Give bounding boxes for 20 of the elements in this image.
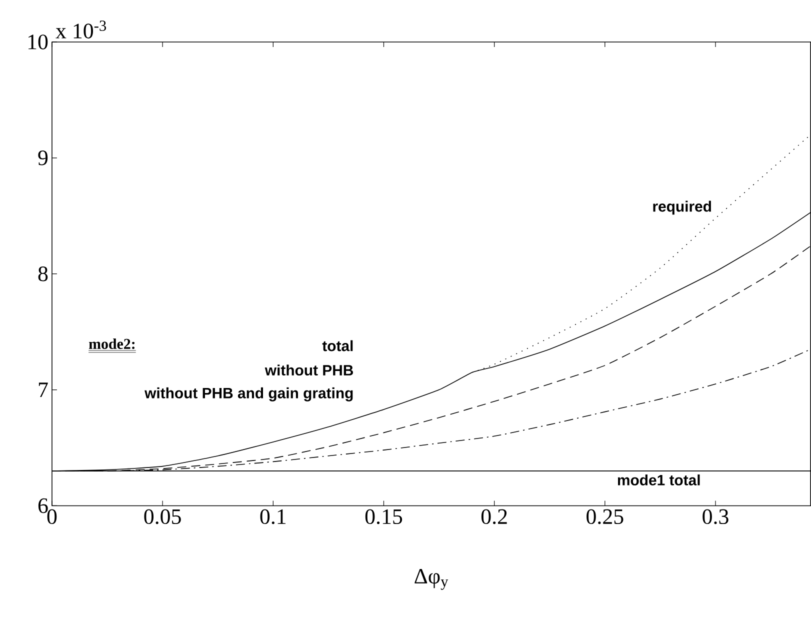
x-tick-label: 0 xyxy=(47,509,57,524)
annotation: mode2: xyxy=(88,338,135,350)
series-label: mode1 total xyxy=(618,474,700,486)
x-tick-label: 0.05 xyxy=(144,509,181,524)
x-tick-label: 0.25 xyxy=(586,509,624,524)
annotation: without PHB xyxy=(264,364,353,376)
y-tick-label: 6 xyxy=(38,498,48,514)
x-axis-title: Δφ$_{y}$ xyxy=(414,569,448,590)
text: x 10$^{-3}$ xyxy=(56,20,106,39)
x-tick-label: 0.3 xyxy=(702,509,728,524)
annotation: without PHB and gain grating xyxy=(144,388,353,402)
y-tick-label: 9 xyxy=(38,150,48,166)
y-tick-label: 10 xyxy=(28,34,48,50)
x-tick-label: 0.2 xyxy=(481,509,507,524)
x-tick-label: 0.1 xyxy=(260,509,286,524)
y-tick-label: 8 xyxy=(38,266,48,282)
x-tick-label: 0.15 xyxy=(365,509,402,524)
y-tick-label: 7 xyxy=(38,382,48,398)
series-label: required xyxy=(653,200,711,215)
annotation: total xyxy=(322,340,353,352)
